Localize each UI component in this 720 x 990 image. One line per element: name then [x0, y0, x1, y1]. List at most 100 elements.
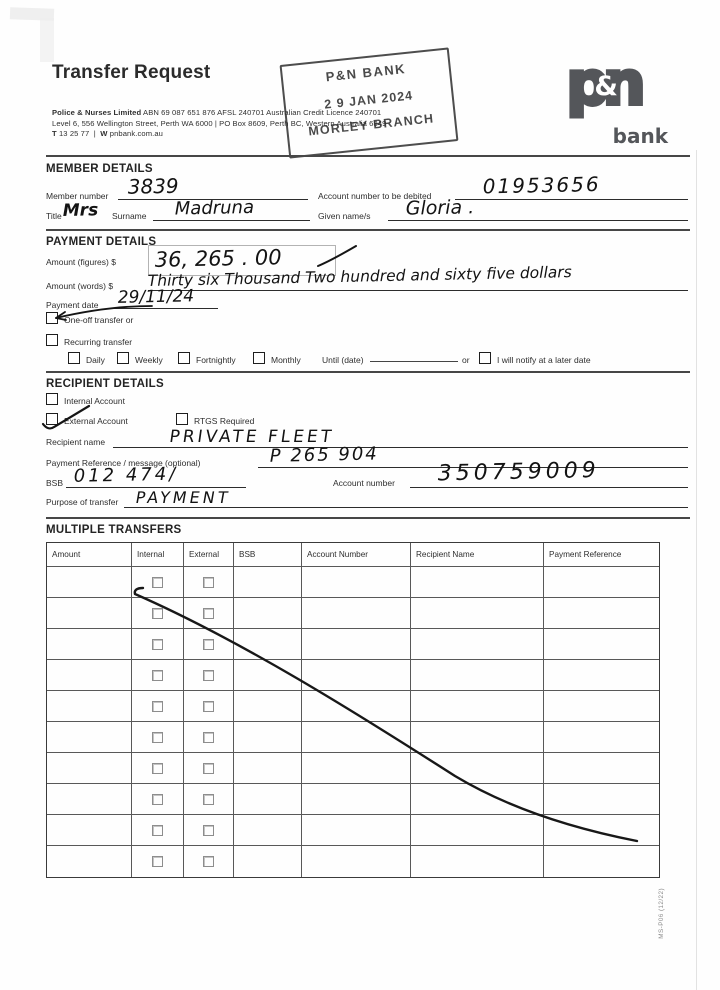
- table-cell: [411, 722, 544, 753]
- member-number-label: Member number: [46, 191, 109, 201]
- external-row-checkbox: [203, 607, 214, 619]
- multiple-transfers-table: Amount Internal External BSB Account Number R…: [46, 542, 660, 878]
- table-cell: [184, 660, 234, 691]
- logo-letter-p: p: [564, 49, 611, 119]
- table-cell: [47, 784, 132, 815]
- table-cell: [302, 784, 411, 815]
- payment-reference-value: P 265 904: [269, 443, 379, 467]
- external-row-checkbox: [203, 762, 214, 774]
- table-cell: [184, 784, 234, 815]
- bsb-field: 012 474/: [66, 462, 246, 488]
- surname-label: Surname: [112, 211, 147, 221]
- table-cell: [302, 629, 411, 660]
- table-cell: [544, 722, 659, 753]
- member-number-value: 3839: [127, 173, 179, 199]
- table-cell: [544, 753, 659, 784]
- table-header-row: Amount Internal External BSB Account Number R…: [47, 543, 659, 567]
- table-row: [47, 815, 659, 846]
- table-cell: [47, 722, 132, 753]
- until-date-label: Until (date): [322, 355, 364, 365]
- table-cell: [184, 598, 234, 629]
- table-cell: [47, 598, 132, 629]
- external-row-checkbox: [203, 576, 214, 588]
- website: pnbank.com.au: [109, 129, 163, 138]
- table-row: [47, 691, 659, 722]
- table-cell: [411, 691, 544, 722]
- table-cell: [302, 691, 411, 722]
- table-cell: [234, 784, 302, 815]
- table-cell: [47, 660, 132, 691]
- external-row-checkbox: [203, 700, 214, 712]
- given-name-value: Gloria .: [405, 196, 475, 220]
- table-row: [47, 567, 659, 598]
- member-details-heading: MEMBER DETAILS: [46, 163, 153, 175]
- one-off-label: One-off transfer or: [64, 315, 134, 325]
- table-cell: [411, 753, 544, 784]
- external-account-label: External Account: [64, 416, 128, 426]
- table-cell: [411, 598, 544, 629]
- purpose-label: Purpose of transfer: [46, 497, 119, 507]
- external-row-checkbox: [203, 638, 214, 650]
- monthly-checkbox: [253, 352, 265, 364]
- table-cell: [132, 660, 184, 691]
- title-value: Mrs: [62, 200, 99, 221]
- daily-checkbox: [68, 352, 80, 364]
- scan-edge-line: [696, 150, 697, 990]
- column-header: External: [184, 543, 234, 567]
- table-row: [47, 846, 659, 877]
- table-cell: [47, 846, 132, 877]
- external-row-checkbox: [203, 824, 214, 836]
- table-cell: [544, 691, 659, 722]
- given-name-label: Given name/s: [318, 211, 371, 221]
- table-cell: [47, 567, 132, 598]
- table-cell: [302, 846, 411, 877]
- page-title: Transfer Request: [52, 62, 211, 83]
- purpose-value: PAYMENT: [134, 488, 233, 507]
- table-cell: [132, 815, 184, 846]
- table-cell: [132, 846, 184, 877]
- table-cell: [234, 567, 302, 598]
- pn-bank-logo: p&n bank: [540, 49, 672, 148]
- table-cell: [544, 660, 659, 691]
- rtgs-checkbox: [176, 413, 188, 425]
- payment-details-heading: PAYMENT DETAILS: [46, 236, 157, 248]
- amount-figures-label: Amount (figures) $: [46, 257, 116, 267]
- table-cell: [234, 753, 302, 784]
- table-cell: [184, 567, 234, 598]
- logo-ampersand: &: [594, 71, 618, 102]
- table-cell: [234, 722, 302, 753]
- section-divider: [46, 371, 690, 373]
- section-divider: [46, 155, 690, 157]
- form-code: MS-P06 (12/22): [658, 888, 665, 939]
- surname-field: Madruna: [153, 197, 310, 221]
- table-cell: [47, 691, 132, 722]
- monthly-label: Monthly: [271, 355, 301, 365]
- weekly-checkbox: [117, 352, 129, 364]
- org-licence-line: ABN 69 087 651 876 AFSL 240701 Australia…: [143, 108, 382, 117]
- recipient-name-label: Recipient name: [46, 437, 106, 447]
- table-cell: [234, 846, 302, 877]
- table-cell: [411, 815, 544, 846]
- debit-account-field: 01953656: [455, 172, 688, 200]
- column-header: Amount: [47, 543, 132, 567]
- phone-number: 13 25 77: [58, 129, 90, 138]
- table-cell: [411, 629, 544, 660]
- internal-row-checkbox: [152, 700, 163, 712]
- amount-words-label: Amount (words) $: [46, 281, 114, 291]
- internal-row-checkbox: [152, 607, 163, 619]
- table-cell: [302, 660, 411, 691]
- payment-date-label: Payment date: [46, 300, 99, 310]
- bsb-label: BSB: [46, 478, 64, 488]
- table-cell: [302, 815, 411, 846]
- table-cell: [544, 567, 659, 598]
- table-row: [47, 660, 659, 691]
- org-name: Police & Nurses Limited: [52, 108, 142, 117]
- org-street-line: Level 6, 556 Wellington Street, Perth WA…: [52, 118, 387, 128]
- table-cell: [184, 722, 234, 753]
- table-cell: [302, 722, 411, 753]
- one-off-checkbox: [46, 312, 58, 324]
- internal-row-checkbox: [152, 762, 163, 774]
- payment-reference-label: Payment Reference / message (optional): [46, 458, 201, 468]
- fortnightly-label: Fortnightly: [196, 355, 236, 365]
